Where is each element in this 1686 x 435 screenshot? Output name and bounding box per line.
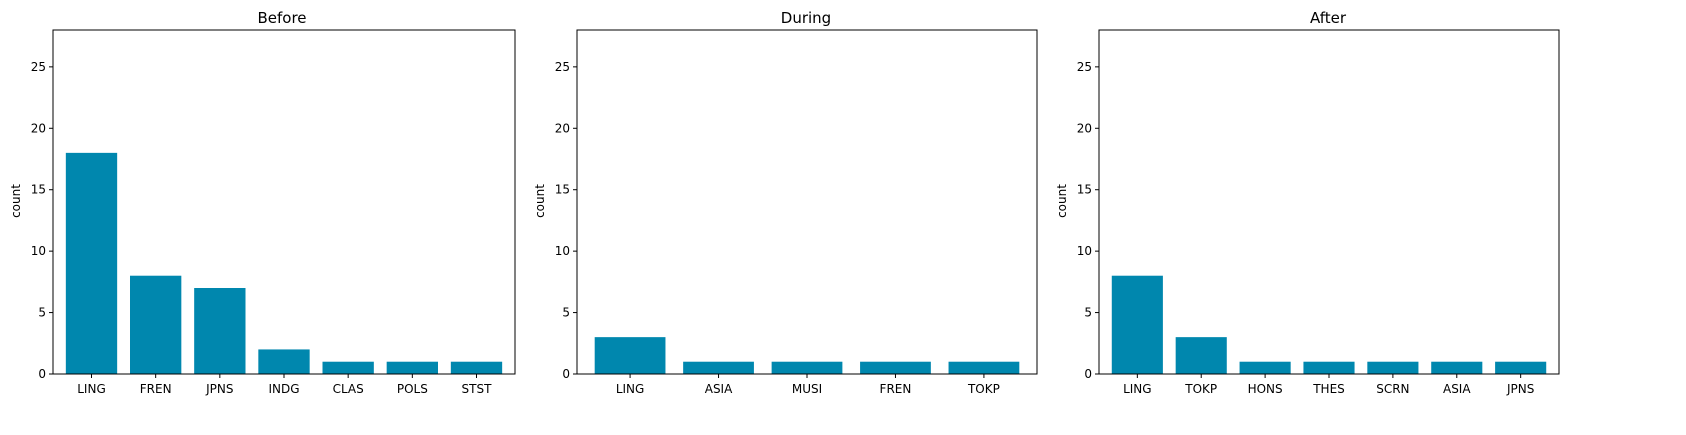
y-tick-label: 10 bbox=[555, 244, 570, 258]
x-tick-label: LING bbox=[77, 382, 106, 396]
x-tick-label: POLS bbox=[397, 382, 428, 396]
x-tick-label: HONS bbox=[1248, 382, 1283, 396]
panel-during: During count 0 5 10 15 20 25 LING ASIA MUSI FREN T… bbox=[533, 9, 1038, 396]
bar-pols bbox=[386, 361, 438, 374]
bar-clas bbox=[322, 361, 374, 374]
bar-jpns bbox=[1495, 361, 1547, 374]
y-tick-label: 25 bbox=[555, 60, 570, 74]
y-tick-label: 25 bbox=[31, 60, 46, 74]
x-tick-label: LING bbox=[616, 382, 645, 396]
axes-frame bbox=[1098, 29, 1560, 375]
x-tick-label: MUSI bbox=[792, 382, 822, 396]
panel-before: Before count 0 5 10 15 20 25 LING FREN JPNS INDG C… bbox=[9, 9, 516, 396]
x-tick-label: JPNS bbox=[205, 382, 233, 396]
bar-ling bbox=[1111, 275, 1163, 374]
bar-jpns bbox=[194, 288, 246, 374]
bar-ling bbox=[65, 152, 118, 374]
y-tick-label: 25 bbox=[1077, 60, 1092, 74]
bar-fren bbox=[860, 361, 931, 374]
x-tick-label: LING bbox=[1123, 382, 1152, 396]
x-tick-label: JPNS bbox=[1506, 382, 1534, 396]
y-axis-label: count bbox=[533, 184, 547, 218]
bar-ling bbox=[594, 337, 666, 374]
bar-asia bbox=[683, 361, 754, 374]
y-axis-label: count bbox=[1055, 184, 1069, 218]
bar-fren bbox=[130, 275, 182, 374]
y-tick-label: 20 bbox=[31, 121, 46, 135]
x-tick-label: FREN bbox=[880, 382, 912, 396]
x-tick-label: FREN bbox=[140, 382, 172, 396]
x-tick-label: TOKP bbox=[967, 382, 1000, 396]
y-axis-label: count bbox=[9, 184, 23, 218]
panel-after: After count 0 5 10 15 20 25 LING TOKP HONS THES SC… bbox=[1055, 9, 1560, 396]
x-tick-label: SCRN bbox=[1376, 382, 1409, 396]
x-tick-label: INDG bbox=[268, 382, 299, 396]
y-tick-label: 10 bbox=[1077, 244, 1092, 258]
bar-hons bbox=[1239, 361, 1291, 374]
y-tick-label: 0 bbox=[562, 367, 570, 381]
bar-indg bbox=[258, 349, 310, 374]
bar-thes bbox=[1303, 361, 1355, 374]
bar-scrn bbox=[1367, 361, 1419, 374]
y-tick-label: 15 bbox=[555, 183, 570, 197]
x-tick-label: ASIA bbox=[705, 382, 733, 396]
y-tick-label: 5 bbox=[562, 306, 570, 320]
bar-stst bbox=[450, 361, 503, 374]
x-tick-label: TOKP bbox=[1184, 382, 1217, 396]
x-tick-label: THES bbox=[1312, 382, 1345, 396]
y-tick-label: 0 bbox=[38, 367, 46, 381]
chart-title: After bbox=[1310, 9, 1347, 27]
y-tick-label: 0 bbox=[1084, 367, 1092, 381]
y-tick-label: 15 bbox=[1077, 183, 1092, 197]
bar-musi bbox=[771, 361, 843, 374]
y-tick-label: 5 bbox=[1084, 306, 1092, 320]
axes-frame bbox=[52, 29, 516, 375]
y-tick-label: 20 bbox=[1077, 121, 1092, 135]
bar-asia bbox=[1431, 361, 1483, 374]
bar-tokp bbox=[948, 361, 1020, 374]
chart-title: Before bbox=[257, 9, 306, 27]
x-tick-label: ASIA bbox=[1443, 382, 1471, 396]
y-tick-label: 10 bbox=[31, 244, 46, 258]
x-tick-label: CLAS bbox=[333, 382, 364, 396]
y-tick-label: 15 bbox=[31, 183, 46, 197]
bar-tokp bbox=[1175, 337, 1227, 374]
chart-title: During bbox=[781, 9, 831, 27]
axes-frame bbox=[576, 29, 1038, 375]
y-tick-label: 20 bbox=[555, 121, 570, 135]
y-tick-label: 5 bbox=[38, 306, 46, 320]
x-tick-label: STST bbox=[462, 382, 493, 396]
